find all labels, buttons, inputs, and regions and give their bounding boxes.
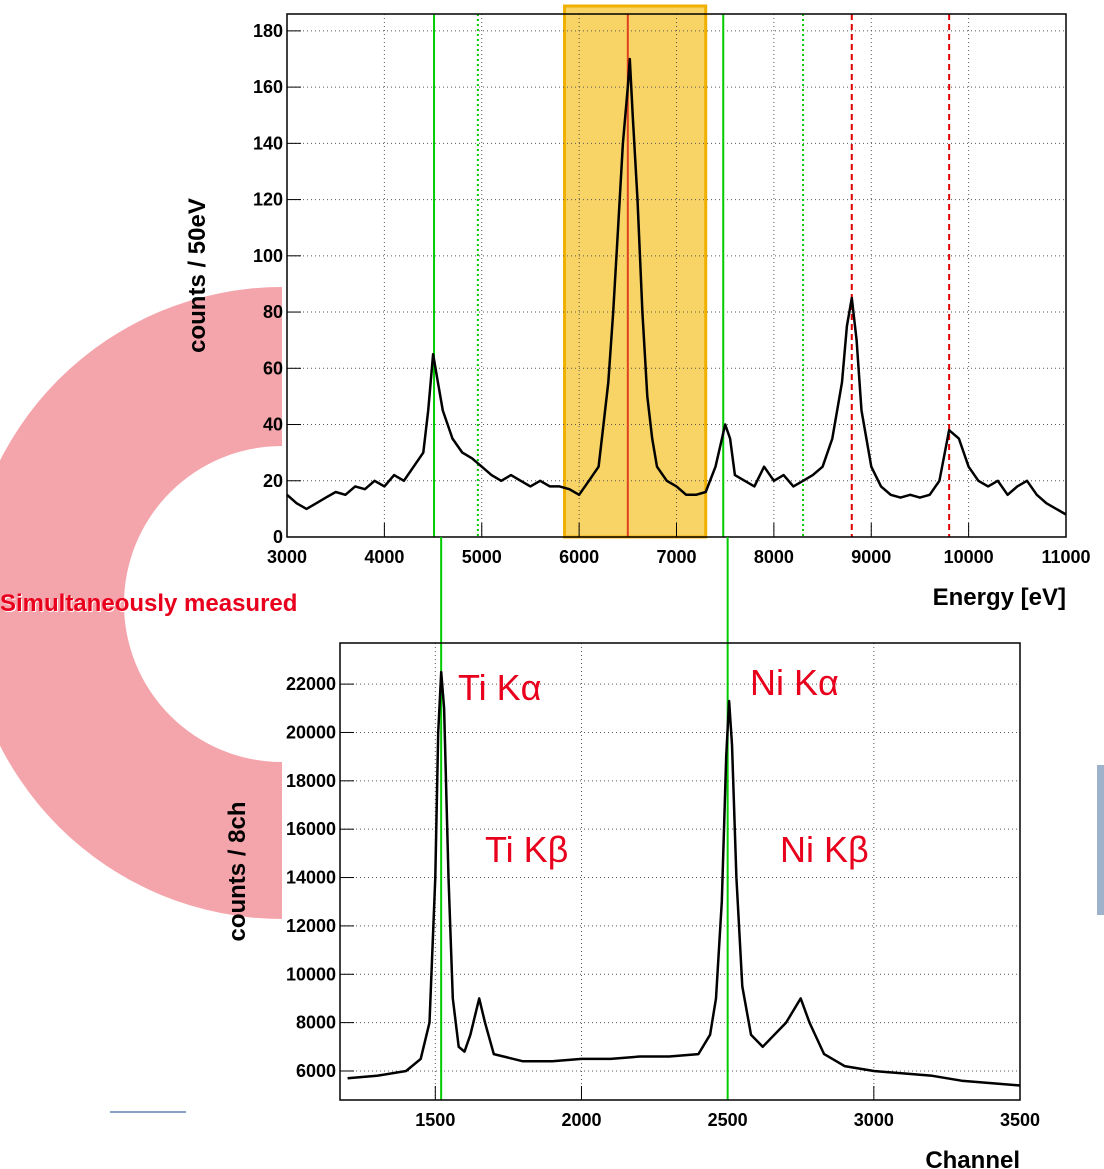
y-tick-label: 18000 xyxy=(286,771,336,791)
y-tick-label: 20000 xyxy=(286,722,336,742)
note: Simultaneously measured xyxy=(0,590,298,617)
plot-frame xyxy=(339,642,1021,1101)
decor-arc xyxy=(0,287,282,919)
y-tick-label: 12000 xyxy=(286,916,336,936)
y-tick-label: 14000 xyxy=(286,868,336,888)
x-tick-label: 1500 xyxy=(415,1110,455,1130)
x-tick-label: 2000 xyxy=(561,1110,601,1130)
y-tick-label: 20 xyxy=(263,471,283,491)
y-tick-label: 120 xyxy=(253,190,283,210)
y-axis-label: counts / 50eV xyxy=(184,198,211,353)
x-tick-label: 10000 xyxy=(944,547,994,567)
plot-area xyxy=(340,643,1020,1100)
y-tick-label: 80 xyxy=(263,302,283,322)
y-tick-label: 180 xyxy=(253,21,283,41)
x-tick-label: 3500 xyxy=(1000,1110,1040,1130)
x-tick-label: 8000 xyxy=(754,547,794,567)
y-tick-label: 100 xyxy=(253,246,283,266)
y-tick-label: 60 xyxy=(263,358,283,378)
x-tick-label: 5000 xyxy=(462,547,502,567)
y-tick-label: 0 xyxy=(273,527,283,547)
y-tick-label: 40 xyxy=(263,415,283,435)
x-axis-label: Channel xyxy=(925,1147,1020,1169)
y-tick-label: 10000 xyxy=(286,964,336,984)
x-tick-label: 2500 xyxy=(708,1110,748,1130)
x-tick-label: 6000 xyxy=(559,547,599,567)
annotation: Ti Kα xyxy=(458,667,541,708)
x-axis-label: Energy [eV] xyxy=(933,584,1066,611)
y-tick-label: 140 xyxy=(253,133,283,153)
annotation: Ti Kβ xyxy=(485,829,568,870)
y-tick-label: 16000 xyxy=(286,819,336,839)
y-tick-label: 8000 xyxy=(296,1013,336,1033)
decor-box xyxy=(1097,765,1104,915)
annotation: Ni Kα xyxy=(750,662,839,703)
y-tick-label: 160 xyxy=(253,77,283,97)
highlight xyxy=(563,4,708,539)
x-tick-label: 3000 xyxy=(854,1110,894,1130)
x-tick-label: 4000 xyxy=(364,547,404,567)
y-tick-label: 22000 xyxy=(286,674,336,694)
x-tick-label: 9000 xyxy=(851,547,891,567)
x-tick-label: 11000 xyxy=(1041,547,1090,567)
data-line xyxy=(347,670,1021,1087)
plot-frame xyxy=(286,13,1067,538)
y-axis-label: counts / 8ch xyxy=(224,801,251,941)
data-line xyxy=(286,57,1067,516)
x-tick-label: 3000 xyxy=(267,547,307,567)
x-tick-label: 7000 xyxy=(656,547,696,567)
annotation: Ni Kβ xyxy=(780,829,869,870)
y-tick-label: 6000 xyxy=(296,1061,336,1081)
